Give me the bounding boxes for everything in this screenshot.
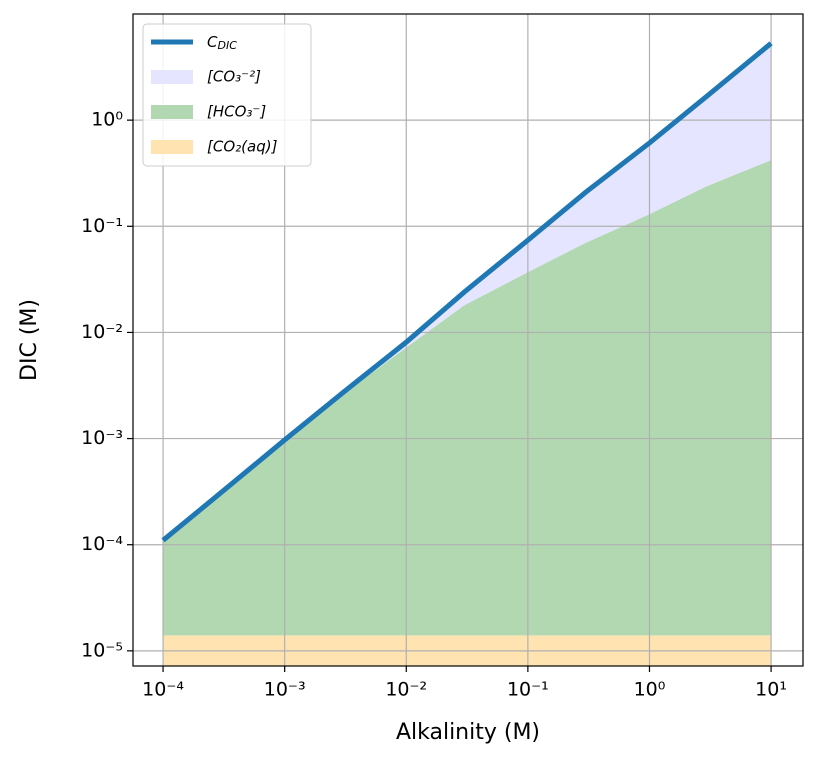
plot-area <box>133 14 803 666</box>
x-tick-label: 10⁻¹ <box>507 679 549 701</box>
legend-swatch <box>151 70 193 84</box>
legend-swatch <box>151 140 193 154</box>
x-tick-label: 10⁻² <box>385 679 427 701</box>
plot-frame <box>132 13 804 667</box>
x-tick-label: 10⁻³ <box>264 679 306 701</box>
legend-label: [CO₂(aq)] <box>207 138 278 156</box>
x-tick-label: 10¹ <box>755 679 787 701</box>
x-tick-label: 10⁰ <box>634 679 666 701</box>
y-tick-label: 10⁻⁵ <box>81 639 123 661</box>
y-tick-label: 10⁻¹ <box>81 215 123 237</box>
y-tick-label: 10⁻³ <box>81 427 123 449</box>
x-axis-label: Alkalinity (M) <box>396 720 540 745</box>
lines <box>161 41 773 543</box>
legend-label: [CO₃⁻²] <box>207 68 261 86</box>
area <box>163 160 772 636</box>
line <box>161 41 773 543</box>
x-tick-label: 10⁻⁴ <box>142 679 184 701</box>
y-tick-label: 10⁻² <box>81 321 123 343</box>
legend-box <box>142 23 312 167</box>
legend-label: [HCO₃⁻] <box>207 103 266 121</box>
legend-label: CDIC <box>207 33 237 53</box>
y-axis-label: DIC (M) <box>17 299 42 381</box>
y-tick-label: 10⁰ <box>91 109 123 131</box>
legend-swatch <box>151 105 193 119</box>
y-tick-label: 10⁻⁴ <box>81 533 123 555</box>
